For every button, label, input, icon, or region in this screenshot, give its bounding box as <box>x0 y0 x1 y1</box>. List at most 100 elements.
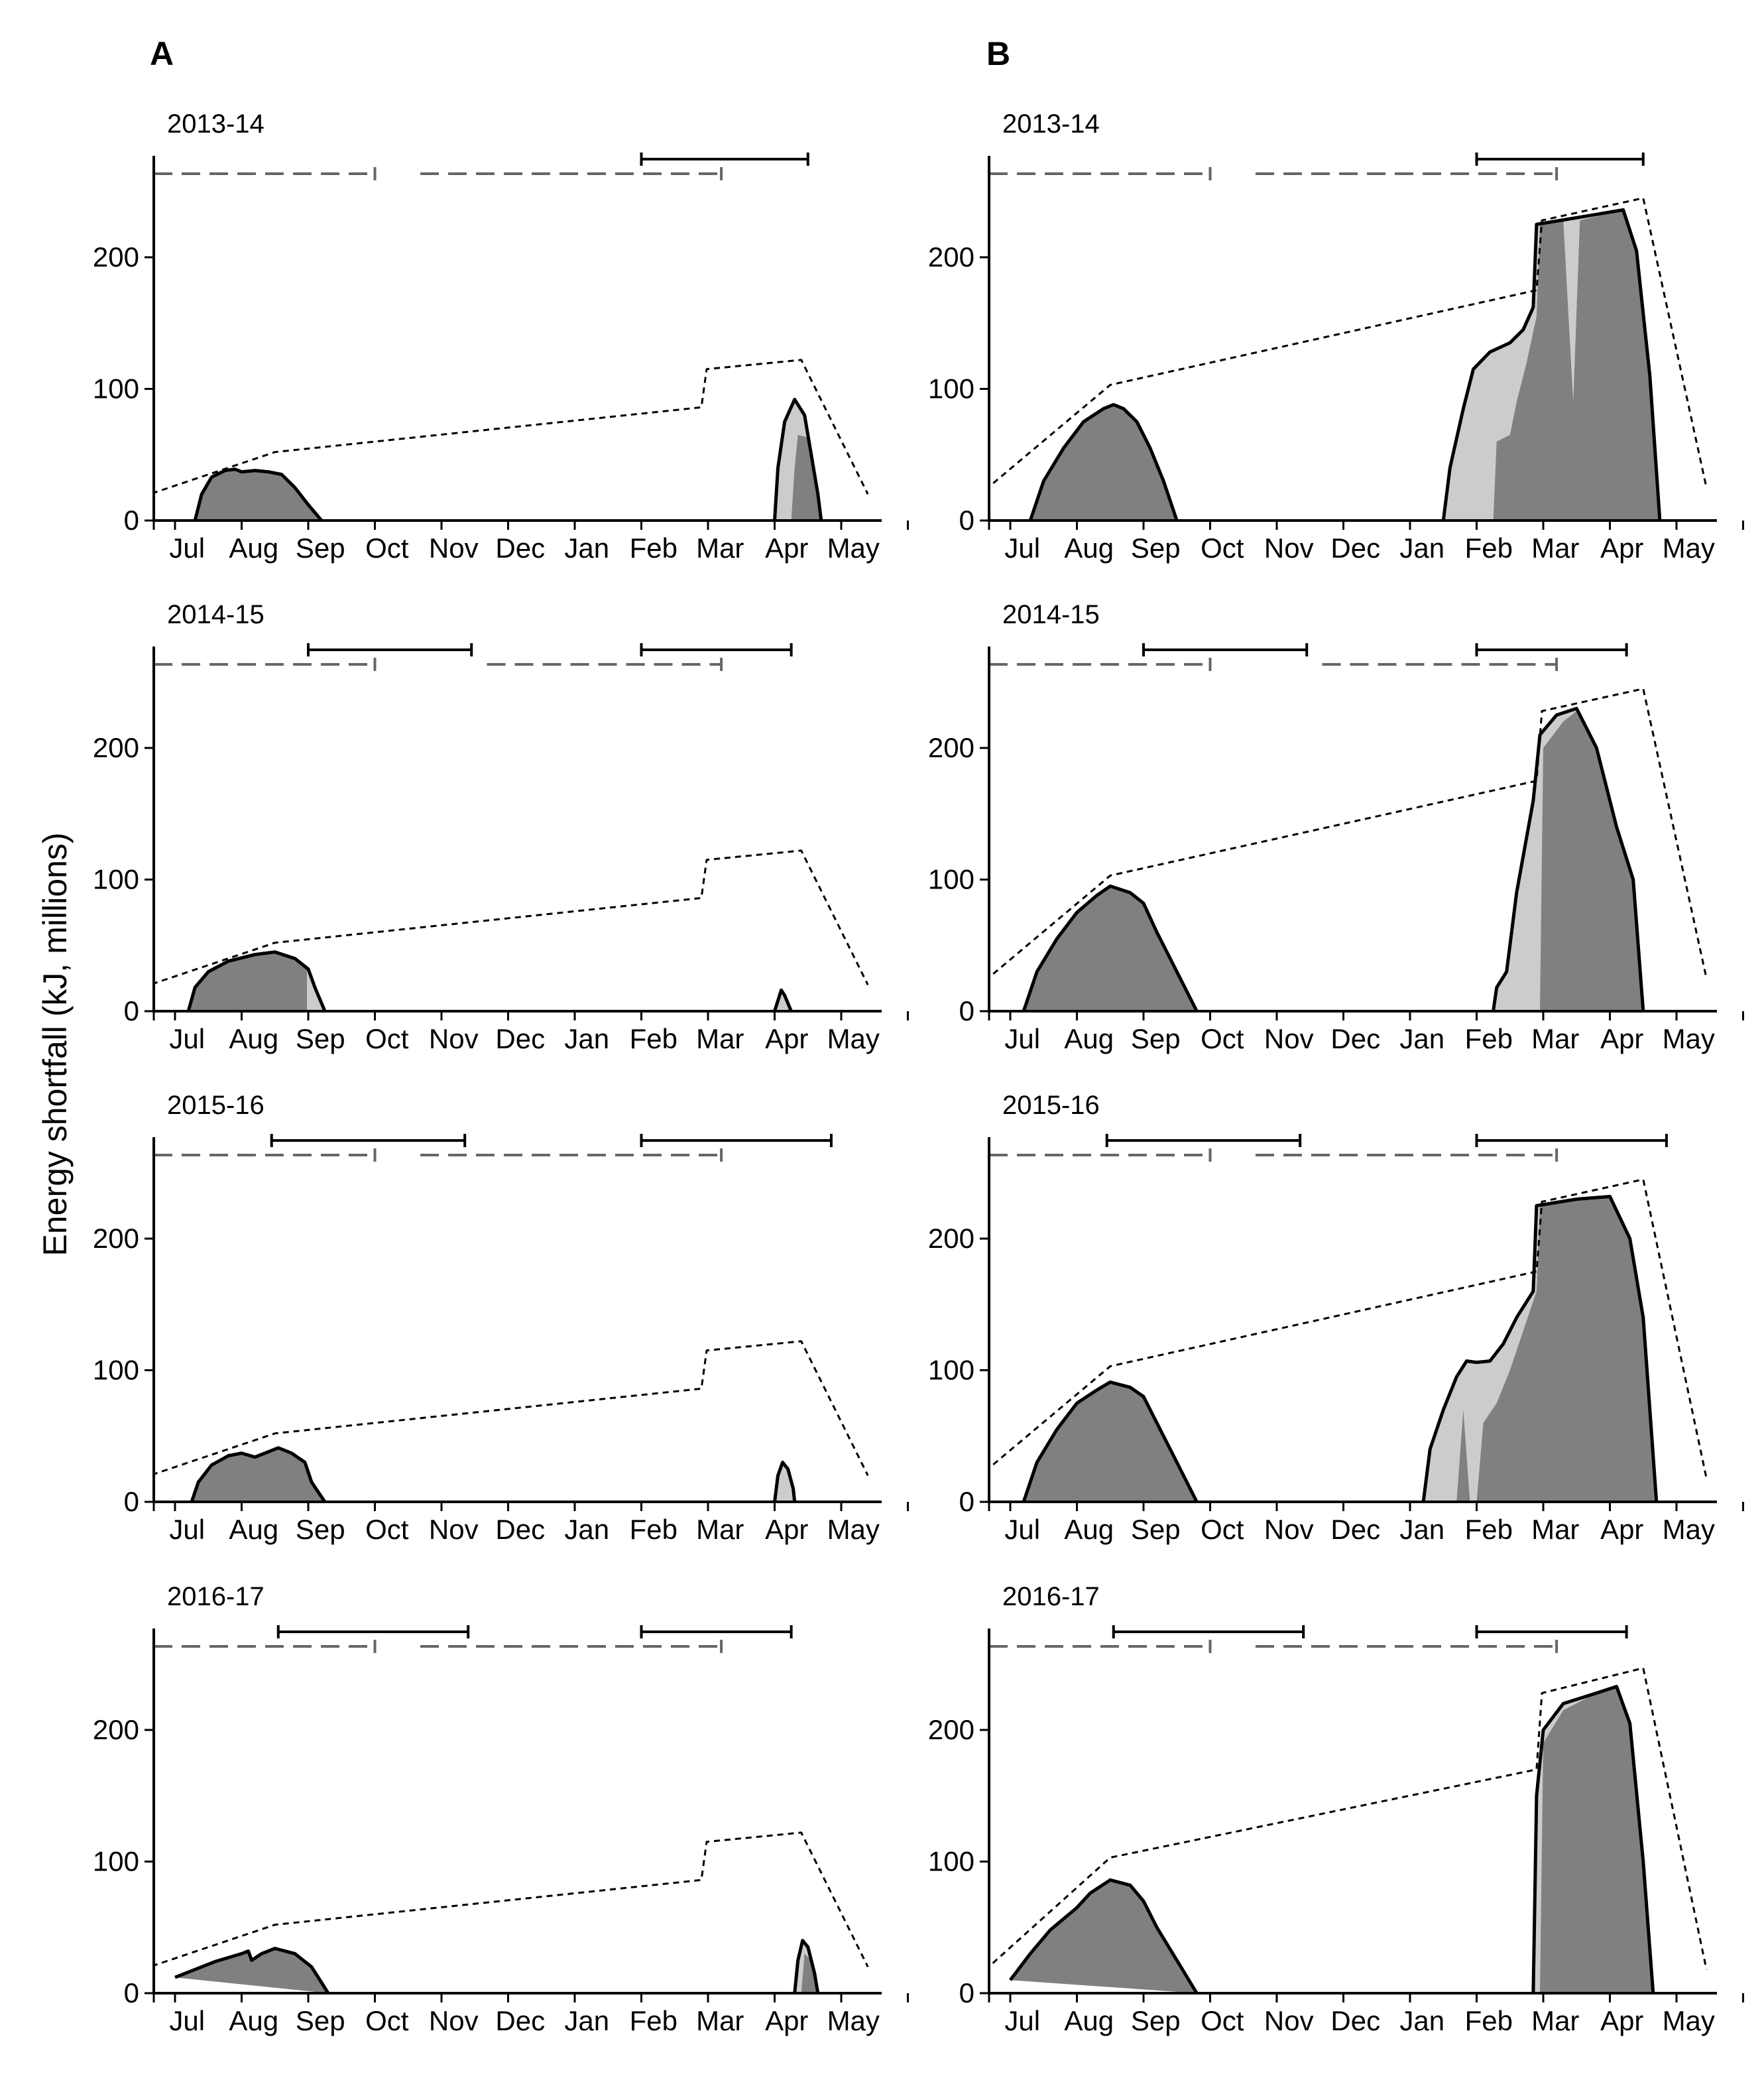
x-tick-label: Feb <box>1465 2005 1513 2036</box>
x-tick-label: Dec <box>495 532 545 564</box>
x-tick-label: Sep <box>1131 1514 1181 1545</box>
shortfall-outline-winter <box>193 467 323 521</box>
x-tick-label: Mar <box>1531 1023 1579 1054</box>
panel-title: 2015-16 <box>167 1091 265 1120</box>
x-tick-label: Jul <box>1004 532 1040 564</box>
shortfall-area-winter-dark <box>1010 1880 1197 1993</box>
x-tick-label: May <box>1663 1514 1715 1545</box>
shortfall-outline-winter <box>174 1947 330 1993</box>
x-tick-label: Dec <box>1330 1023 1380 1054</box>
x-tick-label: Mar <box>1531 532 1579 564</box>
x-tick-label: Jul <box>169 2005 205 2036</box>
shortfall-outline-spring <box>1441 208 1662 521</box>
panel-title: 2016-17 <box>167 1582 265 1611</box>
x-tick-label: Oct <box>1201 2005 1244 2036</box>
x-tick-label: Jan <box>1399 2005 1444 2036</box>
x-tick-label: Aug <box>229 2005 278 2036</box>
x-tick-label: Sep <box>296 2005 345 2036</box>
x-tick-label: Nov <box>1264 1023 1314 1054</box>
x-tick-label: Feb <box>1465 1023 1513 1054</box>
x-tick-label: Nov <box>1264 2005 1314 2036</box>
panels-group: 2013-14 0 100 200 Jul Aug Sep Oct Nov Dec Jan Feb Ma… <box>93 109 1744 2036</box>
y-tick-label: 200 <box>93 732 139 763</box>
x-tick-label: Jul <box>169 532 205 564</box>
panel-title: 2013-14 <box>167 109 265 139</box>
shortfall-area-winter-dark <box>1030 404 1177 521</box>
shortfall-area-winter-dark <box>1024 1382 1197 1502</box>
shortfall-area-spring-dark <box>1493 210 1660 521</box>
panel-a-2014-15: 2014-15 0 100 200 Jul Aug Sep Oct Nov Dec Jan Feb Ma… <box>93 600 909 1054</box>
x-tick-label: Sep <box>296 1514 345 1545</box>
x-tick-label: Oct <box>365 1023 409 1054</box>
y-tick-label: 0 <box>959 1486 974 1517</box>
x-tick-label: May <box>827 2005 880 2036</box>
threshold-line <box>155 1340 869 1476</box>
x-tick-label: Apr <box>1600 2005 1643 2036</box>
x-tick-label: Dec <box>495 2005 545 2036</box>
panel-b-2016-17: 2016-17 0 100 200 Jul Aug Sep Oct Nov Dec Jan Feb Ma… <box>928 1582 1744 2036</box>
y-tick-label: 0 <box>959 995 974 1026</box>
x-tick-label: Mar <box>1531 1514 1579 1545</box>
x-tick-label: Feb <box>630 1514 677 1545</box>
y-tick-label: 200 <box>928 1714 974 1745</box>
x-tick-label: Dec <box>495 1514 545 1545</box>
y-tick-label: 100 <box>928 864 974 895</box>
x-tick-label: May <box>827 532 880 564</box>
x-tick-label: Aug <box>1064 1023 1114 1054</box>
threshold-line <box>155 849 869 985</box>
x-tick-label: May <box>1663 2005 1715 2036</box>
x-tick-label: Oct <box>1201 1514 1244 1545</box>
x-tick-label: Sep <box>296 1023 345 1054</box>
shortfall-outline-winter <box>1022 884 1199 1011</box>
panel-b-2015-16: 2015-16 0 100 200 Jul Aug Sep Oct Nov Dec Jan Feb Ma… <box>928 1091 1744 1545</box>
x-tick-label: Sep <box>1131 532 1181 564</box>
x-tick-label: Nov <box>1264 1514 1314 1545</box>
y-tick-label: 100 <box>928 1846 974 1877</box>
x-tick-label: Jan <box>564 1023 609 1054</box>
y-tick-label: 200 <box>93 1223 139 1254</box>
x-tick-label: Nov <box>429 2005 479 2036</box>
x-tick-label: Sep <box>1131 2005 1181 2036</box>
x-tick-label: Aug <box>229 1023 278 1054</box>
x-tick-label: Oct <box>365 1514 409 1545</box>
y-tick-label: 0 <box>959 505 974 536</box>
x-tick-label: May <box>827 1514 880 1545</box>
x-tick-label: Jan <box>564 1514 609 1545</box>
shortfall-area-spring <box>774 990 792 1011</box>
shortfall-area-spring-dark <box>1540 711 1643 1011</box>
x-tick-label: Nov <box>1264 532 1314 564</box>
x-tick-label: Jul <box>169 1514 205 1545</box>
y-tick-label: 200 <box>928 241 974 273</box>
x-tick-label: Jul <box>1004 2005 1040 2036</box>
x-tick-label: Dec <box>1330 532 1380 564</box>
x-tick-label: May <box>827 1023 880 1054</box>
x-tick-label: Aug <box>229 1514 278 1545</box>
x-tick-label: Oct <box>365 2005 409 2036</box>
x-tick-label: May <box>1663 532 1715 564</box>
x-tick-label: Oct <box>365 532 409 564</box>
x-tick-label: Oct <box>1201 532 1244 564</box>
y-tick-label: 0 <box>124 995 139 1026</box>
shortfall-outline-winter <box>186 950 327 1011</box>
x-tick-label: Apr <box>1600 1514 1643 1545</box>
x-tick-label: Sep <box>296 532 345 564</box>
y-tick-label: 200 <box>93 241 139 273</box>
x-tick-label: Mar <box>696 2005 744 2036</box>
shortfall-area-spring-dark <box>1540 1686 1653 1993</box>
x-tick-label: Jan <box>1399 1514 1444 1545</box>
x-tick-label: Feb <box>630 2005 677 2036</box>
column-label-b: B <box>986 35 1010 72</box>
x-tick-label: Mar <box>1531 2005 1579 2036</box>
x-tick-label: Jul <box>169 1023 205 1054</box>
shortfall-outline-spring <box>773 397 823 521</box>
threshold-line <box>990 1667 1708 1970</box>
shortfall-area-spring-dark <box>801 1953 818 1993</box>
x-tick-label: Aug <box>1064 532 1114 564</box>
shortfall-area-spring-dark <box>1456 1196 1657 1502</box>
panel-title: 2014-15 <box>167 600 265 629</box>
y-axis-label: Energy shortfall (kJ, millions) <box>36 832 74 1256</box>
x-tick-label: Apr <box>1600 532 1643 564</box>
x-tick-label: Jan <box>1399 532 1444 564</box>
x-tick-label: Jul <box>1004 1514 1040 1545</box>
shortfall-outline-winter <box>1028 402 1179 521</box>
